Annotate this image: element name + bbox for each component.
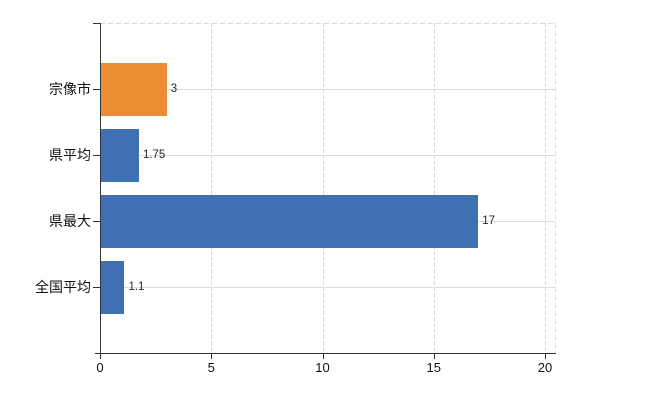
y-axis-tick bbox=[93, 221, 100, 222]
value-label: 17 bbox=[482, 215, 496, 227]
gridline-horizontal bbox=[100, 89, 555, 90]
category-label-県最大: 県最大 bbox=[49, 213, 91, 229]
x-axis-tick bbox=[545, 354, 546, 359]
value-label: 3 bbox=[170, 83, 178, 95]
x-axis-tick bbox=[100, 354, 101, 359]
plot-area: 3 1.75 17 1.1 bbox=[100, 23, 555, 353]
value-label: 1.75 bbox=[142, 149, 166, 161]
x-tick-label: 20 bbox=[537, 360, 553, 375]
x-tick-label: 15 bbox=[426, 360, 441, 375]
plot-border-right bbox=[555, 23, 556, 353]
x-axis-line bbox=[95, 353, 556, 354]
y-axis-top-tick bbox=[93, 23, 100, 24]
category-label-全国平均: 全国平均 bbox=[35, 279, 91, 295]
bar-宗像市 bbox=[100, 62, 167, 116]
y-axis-tick bbox=[93, 155, 100, 156]
x-tick-label: 5 bbox=[207, 360, 215, 375]
gridline-horizontal bbox=[100, 287, 555, 288]
y-axis-line bbox=[100, 23, 101, 354]
gridline-vertical bbox=[211, 23, 213, 353]
gridline-horizontal bbox=[100, 155, 555, 156]
y-axis-tick bbox=[93, 89, 100, 90]
gridline-vertical bbox=[545, 23, 546, 353]
x-axis-tick bbox=[322, 354, 324, 359]
y-axis-tick bbox=[93, 287, 100, 288]
category-label-県平均: 県平均 bbox=[49, 147, 91, 163]
gridline-vertical bbox=[322, 23, 324, 353]
plot-border-top bbox=[100, 23, 555, 24]
gridline-vertical bbox=[433, 23, 435, 353]
bar-県最大 bbox=[100, 194, 479, 248]
x-tick-label: 10 bbox=[315, 360, 330, 375]
category-label-宗像市: 宗像市 bbox=[49, 81, 91, 97]
x-axis-tick bbox=[211, 354, 213, 359]
bar-県平均 bbox=[100, 128, 139, 182]
x-tick-label: 0 bbox=[96, 360, 104, 375]
value-label: 1.1 bbox=[128, 281, 145, 293]
x-axis-tick bbox=[433, 354, 435, 359]
bar-全国平均 bbox=[100, 260, 125, 314]
